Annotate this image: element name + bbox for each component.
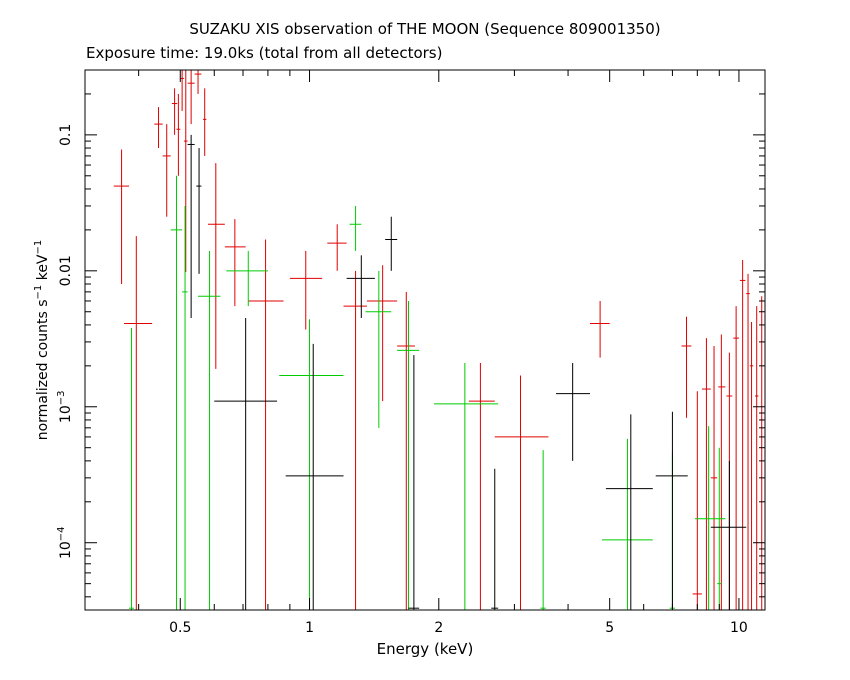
x-tick-label: 2: [434, 620, 443, 636]
data-point: [279, 319, 344, 610]
data-point: [224, 219, 246, 307]
data-point: [491, 468, 499, 610]
data-point: [717, 447, 722, 610]
x-axis-label: Energy (keV): [376, 640, 474, 658]
data-point: [176, 93, 181, 176]
series-0: [113, 70, 764, 610]
data-point: [113, 149, 130, 284]
data-point: [203, 88, 207, 156]
data-point: [710, 345, 718, 610]
y-axis-label-exp2: −1: [33, 239, 45, 255]
data-point: [590, 300, 610, 358]
data-point: [540, 450, 546, 610]
data-point: [180, 70, 184, 111]
y-axis-label-exp1: −1: [33, 284, 45, 300]
y-axis-label-main: normalized counts s: [34, 299, 51, 441]
data-point: [468, 362, 495, 610]
data-point: [397, 300, 420, 610]
data-point: [129, 327, 134, 610]
data-point: [343, 270, 367, 610]
data-point: [194, 70, 202, 94]
data-point: [718, 334, 726, 610]
data-point: [365, 270, 392, 428]
data-point: [366, 265, 398, 402]
data-point: [692, 391, 702, 610]
series-layer: [113, 70, 764, 610]
data-point: [226, 250, 268, 307]
chart-subtitle: Exposure time: 19.0ks (total from all de…: [86, 44, 443, 62]
data-point: [289, 250, 323, 330]
data-point: [349, 205, 362, 251]
data-point: [733, 306, 739, 610]
y-axis-label-mid: keV: [34, 254, 51, 285]
data-point: [170, 175, 183, 610]
data-point: [694, 426, 726, 610]
data-point: [681, 316, 692, 418]
data-point: [760, 296, 764, 610]
x-tick-label: 0.5: [169, 620, 191, 636]
series-1: [129, 175, 726, 610]
y-tick-label: 0.1: [58, 124, 74, 146]
data-point: [207, 163, 225, 369]
data-point: [196, 148, 202, 274]
data-point: [701, 338, 711, 610]
data-point: [655, 411, 688, 610]
data-point: [408, 355, 420, 610]
data-point: [327, 224, 347, 271]
data-point: [182, 205, 188, 610]
y-axis-label: normalized counts s−1 keV−1: [33, 240, 51, 441]
data-point: [124, 236, 153, 610]
data-point: [556, 362, 591, 461]
plot-frame: [84, 69, 766, 611]
data-point: [248, 239, 284, 610]
ticks-layer: 0.5 1 2 5 10 10−4 10−3 0.01 0.1: [56, 70, 765, 636]
data-point: [214, 317, 278, 610]
data-point: [154, 107, 163, 149]
data-point: [187, 70, 195, 125]
data-point: [162, 124, 171, 217]
data-point: [710, 460, 747, 610]
data-point: [602, 438, 653, 610]
data-point: [385, 216, 398, 271]
data-point: [755, 306, 759, 610]
series-2: [187, 134, 747, 610]
y-tick-label: 0.01: [58, 255, 74, 286]
y-tick-label: 10−4: [56, 526, 74, 559]
data-point: [739, 260, 746, 610]
data-point: [397, 291, 415, 610]
y-tick-label: 10−3: [56, 390, 74, 423]
x-tick-label: 10: [730, 620, 748, 636]
data-point: [434, 362, 499, 610]
data-point: [285, 343, 344, 610]
data-point: [605, 414, 653, 610]
data-point: [187, 134, 195, 318]
x-tick-label: 5: [605, 620, 614, 636]
x-tick-label: 1: [305, 620, 314, 636]
data-point: [171, 88, 178, 135]
data-point: [746, 273, 750, 610]
data-point: [183, 70, 188, 273]
data-point: [494, 375, 549, 610]
chart-title: SUZAKU XIS observation of THE MOON (Sequ…: [189, 20, 661, 38]
data-point: [198, 250, 221, 610]
data-point: [346, 255, 375, 318]
data-point: [749, 322, 754, 610]
